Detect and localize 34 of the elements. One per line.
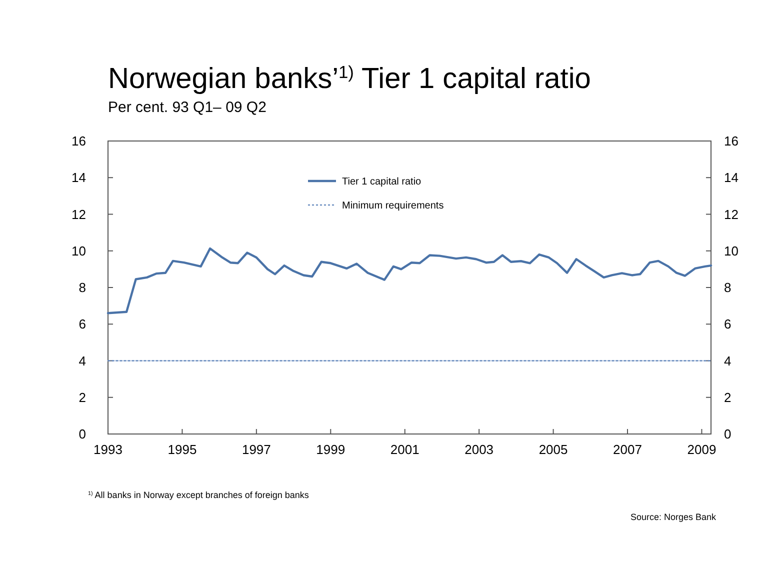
- y-tick-label: 8: [78, 280, 86, 296]
- x-tick-label: 2001: [390, 442, 420, 457]
- y-tick-label: 0: [78, 426, 86, 442]
- y2-tick-label: 16: [724, 134, 738, 149]
- y-tick-label: 4: [78, 353, 86, 368]
- y2-tick-label: 12: [724, 206, 738, 222]
- y2-tick-label: 6: [724, 316, 732, 332]
- legend-label: Tier 1 capital ratio: [342, 176, 422, 188]
- y2-tick-label: 0: [724, 426, 732, 442]
- y-tick-label: 16: [72, 134, 86, 149]
- x-tick-label: 2003: [464, 442, 494, 457]
- text: $^{1)}$ All banks in Norway except branches of foreign banks: [88, 490, 310, 500]
- chart-subtitle: Per cent. 93 Q1– 09 Q2: [108, 99, 266, 116]
- y2-tick-label: 2: [724, 390, 732, 405]
- x-tick-label: 1999: [316, 442, 346, 457]
- x-tick-label: 2005: [538, 442, 568, 457]
- chart-title: Norwegian banks’$^{1)}$ Tier 1 capital ratio: [108, 62, 591, 95]
- y-tick-label: 14: [72, 170, 86, 186]
- x-tick-label: 1995: [168, 442, 197, 457]
- y2-tick-label: 4: [724, 353, 732, 368]
- x-tick-label: 1993: [94, 442, 122, 457]
- y2-tick-label: 10: [724, 243, 738, 258]
- y2-tick-label: 14: [724, 170, 738, 186]
- y-tick-label: 6: [78, 316, 86, 332]
- y2-tick-label: 8: [724, 280, 732, 296]
- x-tick-label: 2009: [687, 442, 716, 457]
- y-tick-label: 10: [72, 243, 86, 258]
- source-note: Source: Norges Bank: [630, 512, 716, 522]
- line-series: [106, 247, 712, 314]
- legend-label: Minimum requirements: [342, 200, 444, 212]
- y-tick-label: 2: [78, 390, 86, 405]
- x-tick-label: 2007: [613, 442, 642, 457]
- x-tick-label: 1997: [242, 442, 271, 457]
- y-tick-label: 12: [72, 206, 86, 222]
